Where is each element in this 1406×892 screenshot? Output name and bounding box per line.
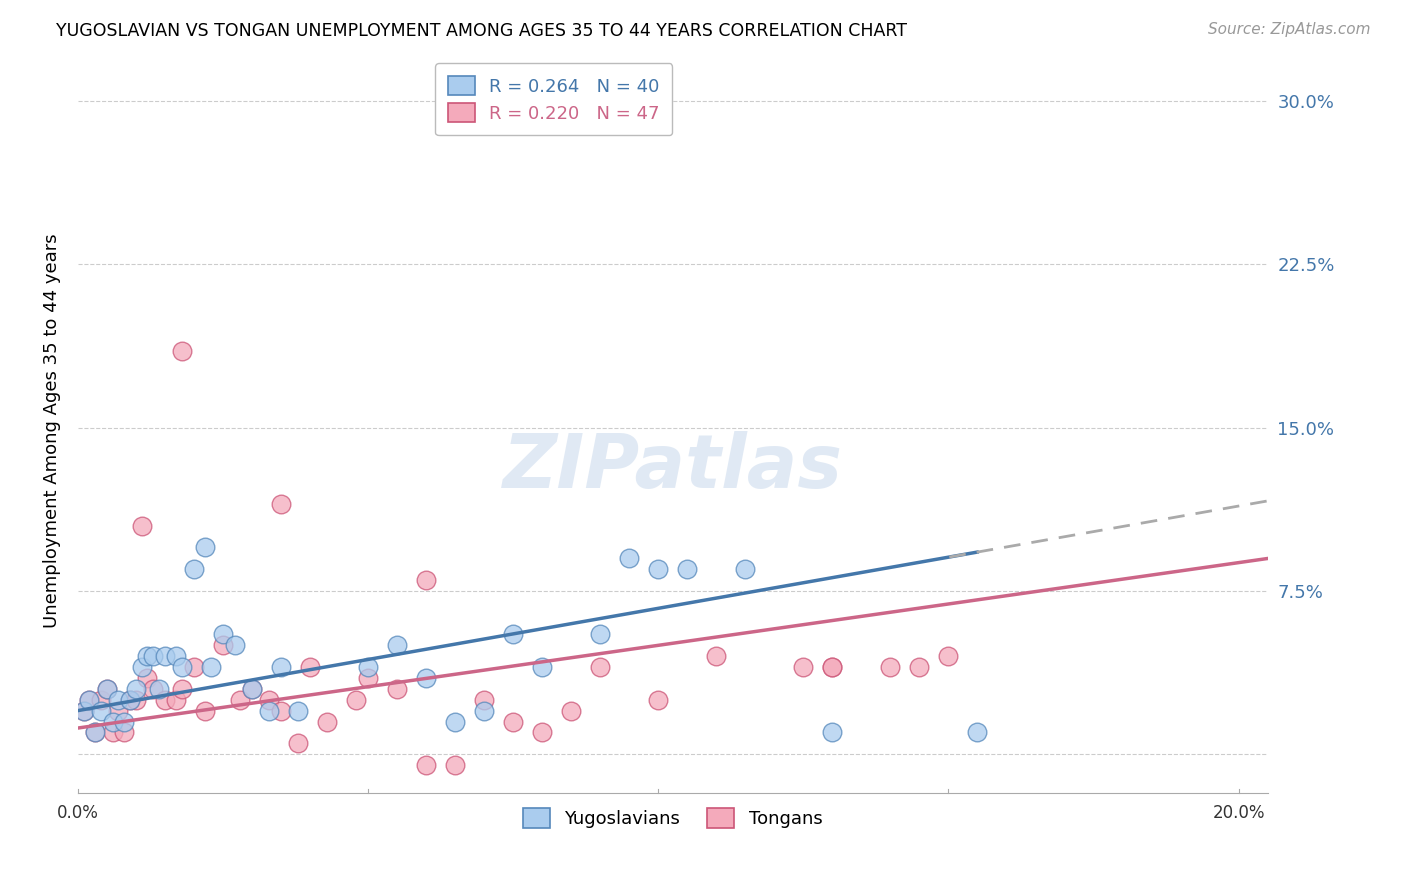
Point [415, 671, 437, 685]
Point [270, 704, 292, 718]
Point [142, 649, 165, 664]
Point [90, 704, 112, 718]
Point [229, 692, 252, 706]
Text: Source: ZipAtlas.com: Source: ZipAtlas.com [1208, 22, 1371, 37]
Point [821, 660, 844, 674]
Point [118, 692, 141, 706]
Point [72, 704, 94, 718]
Point [101, 725, 124, 739]
Point [172, 681, 194, 696]
Point [107, 704, 129, 718]
Point [357, 671, 380, 685]
Point [415, 758, 437, 772]
Point [676, 562, 699, 576]
Point [287, 704, 309, 718]
Point [879, 660, 901, 674]
Point [131, 660, 153, 674]
Point [107, 692, 129, 706]
Point [444, 758, 467, 772]
Point [966, 725, 988, 739]
Point [183, 660, 205, 674]
Point [79, 692, 101, 706]
Point [531, 725, 554, 739]
Point [619, 551, 641, 566]
Point [212, 638, 235, 652]
Point [172, 344, 194, 359]
Point [153, 692, 176, 706]
Text: 0.0%: 0.0% [56, 805, 98, 822]
Point [96, 681, 118, 696]
Point [589, 660, 612, 674]
Point [172, 660, 194, 674]
Point [821, 725, 844, 739]
Point [647, 692, 669, 706]
Point [79, 692, 101, 706]
Point [502, 627, 524, 641]
Point [385, 638, 408, 652]
Point [224, 638, 246, 652]
Point [240, 681, 263, 696]
Y-axis label: Unemployment Among Ages 35 to 44 years: Unemployment Among Ages 35 to 44 years [44, 234, 60, 628]
Point [792, 660, 814, 674]
Point [72, 704, 94, 718]
Point [125, 692, 148, 706]
Point [938, 649, 960, 664]
Point [472, 704, 495, 718]
Point [270, 497, 292, 511]
Text: YUGOSLAVIAN VS TONGAN UNEMPLOYMENT AMONG AGES 35 TO 44 YEARS CORRELATION CHART: YUGOSLAVIAN VS TONGAN UNEMPLOYMENT AMONG… [56, 22, 907, 40]
Point [908, 660, 931, 674]
Text: ZIPatlas: ZIPatlas [503, 431, 842, 504]
Point [166, 692, 188, 706]
Point [153, 649, 176, 664]
Point [259, 704, 281, 718]
Point [131, 518, 153, 533]
Point [415, 573, 437, 587]
Point [472, 692, 495, 706]
Point [166, 649, 188, 664]
Point [704, 649, 727, 664]
Point [118, 692, 141, 706]
Point [270, 660, 292, 674]
Point [136, 649, 159, 664]
Point [194, 704, 217, 718]
Point [502, 714, 524, 729]
Point [287, 736, 309, 750]
Legend: Yugoslavians, Tongans: Yugoslavians, Tongans [516, 801, 830, 835]
Text: 20.0%: 20.0% [1212, 805, 1265, 822]
Point [444, 714, 467, 729]
Point [821, 660, 844, 674]
Point [560, 704, 582, 718]
Point [112, 714, 135, 729]
Point [344, 692, 367, 706]
Point [84, 725, 107, 739]
Point [259, 692, 281, 706]
Point [647, 562, 669, 576]
Point [90, 692, 112, 706]
Point [357, 660, 380, 674]
Point [589, 627, 612, 641]
Point [148, 681, 170, 696]
Point [200, 660, 222, 674]
Point [316, 714, 339, 729]
Point [183, 562, 205, 576]
Point [734, 562, 756, 576]
Point [136, 671, 159, 685]
Point [125, 681, 148, 696]
Point [531, 660, 554, 674]
Point [298, 660, 321, 674]
Point [96, 681, 118, 696]
Point [240, 681, 263, 696]
Point [212, 627, 235, 641]
Point [385, 681, 408, 696]
Point [101, 714, 124, 729]
Point [112, 725, 135, 739]
Point [84, 725, 107, 739]
Point [194, 541, 217, 555]
Point [142, 681, 165, 696]
